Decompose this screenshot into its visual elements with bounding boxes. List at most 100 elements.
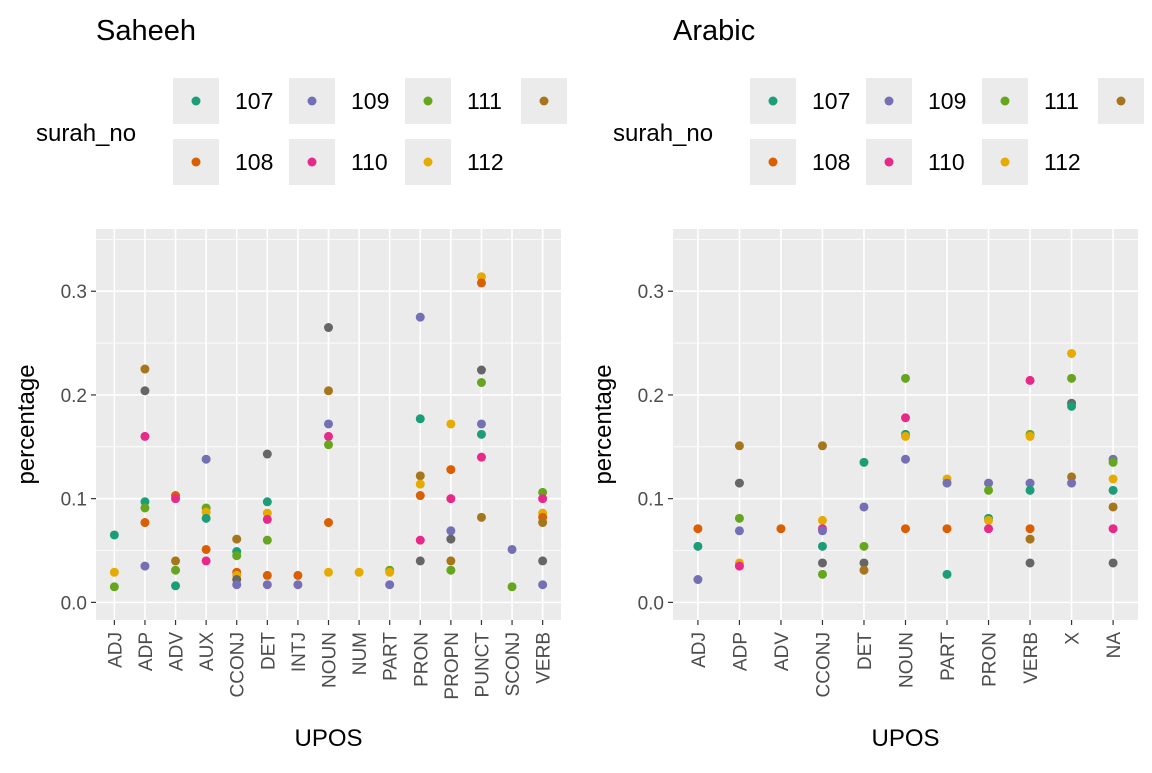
y-tick-label: 0.3	[638, 282, 664, 303]
x-tick-label: PART	[938, 632, 959, 681]
legend-label: 112	[467, 149, 504, 175]
x-tick-label: ADV	[167, 632, 188, 671]
x-tick-label: DET	[258, 632, 279, 670]
y-axis-label: percentage	[13, 364, 40, 484]
legend-point-107	[191, 96, 201, 106]
data-point	[201, 454, 211, 464]
data-point	[232, 551, 242, 561]
data-point	[1108, 502, 1118, 512]
data-point	[1067, 401, 1077, 411]
x-tick-label: PRON	[411, 632, 432, 687]
data-point	[293, 580, 303, 590]
data-point	[446, 556, 456, 566]
legend-label: 109	[928, 88, 966, 114]
data-point	[476, 419, 486, 429]
data-point	[262, 535, 272, 545]
x-tick-label: ADP	[730, 632, 751, 671]
x-tick-label: NOUN	[897, 632, 918, 688]
x-tick-label: ADJ	[689, 632, 710, 668]
data-point	[262, 497, 272, 507]
data-point	[171, 565, 181, 575]
data-point	[538, 580, 548, 590]
data-point	[538, 494, 548, 504]
data-point	[507, 544, 517, 554]
legend-point-107	[768, 96, 778, 106]
legend-point-113	[539, 96, 549, 106]
data-point	[324, 567, 333, 577]
legend-point-108	[768, 157, 778, 167]
x-tick-label: PUNCT	[472, 632, 493, 698]
data-point	[476, 365, 486, 375]
x-tick-label: CCONJ	[228, 632, 249, 697]
legend-label: 112	[1044, 149, 1081, 175]
data-point	[859, 558, 869, 568]
data-point	[984, 524, 994, 534]
data-point	[1025, 534, 1035, 544]
panel-saheeh: Saheeh surah_no 107 108 109 110 111 112 0.0 0.1 0.…	[13, 15, 567, 752]
data-point	[1025, 375, 1035, 385]
data-point	[734, 561, 744, 571]
data-point	[293, 570, 303, 580]
data-point	[476, 429, 486, 439]
data-point	[109, 530, 119, 540]
data-point	[942, 569, 952, 579]
data-point	[734, 441, 744, 451]
data-point	[385, 580, 395, 590]
legend-label: 111	[467, 88, 502, 114]
legend-point-110	[307, 157, 317, 167]
data-point	[817, 569, 827, 579]
chart-title: Saheeh	[96, 15, 196, 47]
legend-point-112	[1000, 157, 1010, 167]
data-point	[1067, 348, 1077, 358]
y-tick-label: 0.2	[61, 386, 87, 407]
data-point	[415, 414, 425, 424]
data-point	[324, 440, 333, 450]
data-point	[859, 502, 869, 512]
data-point	[734, 526, 744, 536]
legend-title: surah_no	[36, 120, 136, 147]
x-tick-label: ADV	[772, 632, 793, 671]
chart-title: Arabic	[673, 15, 755, 47]
data-point	[324, 419, 333, 429]
data-point	[232, 534, 242, 544]
data-point	[817, 558, 827, 568]
legend-point-111	[423, 96, 433, 106]
x-tick-label: DET	[855, 632, 876, 670]
data-point	[415, 479, 425, 489]
data-point	[140, 561, 150, 571]
x-tick-label: CCONJ	[813, 632, 834, 697]
data-point	[984, 478, 994, 488]
data-point	[1108, 558, 1118, 568]
data-point	[262, 570, 272, 580]
data-point	[942, 478, 952, 488]
x-tick-label: PRON	[980, 632, 1001, 687]
panel-arabic: Arabic surah_no 107 108 109 110 111 112 0.0 0.1 0.…	[590, 15, 1144, 752]
data-point	[415, 491, 425, 501]
data-point	[693, 524, 703, 534]
y-tick-label: 0.2	[638, 386, 664, 407]
data-point	[817, 515, 827, 525]
data-point	[901, 524, 910, 534]
data-point	[538, 518, 548, 528]
data-point	[693, 575, 703, 585]
data-point	[942, 524, 952, 534]
data-point	[1025, 524, 1035, 534]
x-tick-label: NUM	[350, 632, 371, 675]
data-point	[324, 323, 333, 333]
data-point	[140, 497, 150, 507]
data-point	[476, 272, 486, 282]
data-point	[140, 431, 150, 441]
data-point	[201, 513, 211, 523]
legend-label: 107	[812, 88, 850, 114]
legend-point-111	[1000, 96, 1010, 106]
legend-point-110	[884, 157, 894, 167]
x-tick-label: PART	[381, 632, 402, 681]
legend-label: 108	[812, 149, 850, 175]
x-tick-label: PROPN	[442, 632, 463, 700]
data-point	[415, 535, 425, 545]
data-point	[1108, 474, 1118, 484]
data-point	[1067, 472, 1077, 482]
data-point	[446, 534, 456, 544]
data-point	[415, 471, 425, 481]
data-point	[171, 494, 181, 504]
